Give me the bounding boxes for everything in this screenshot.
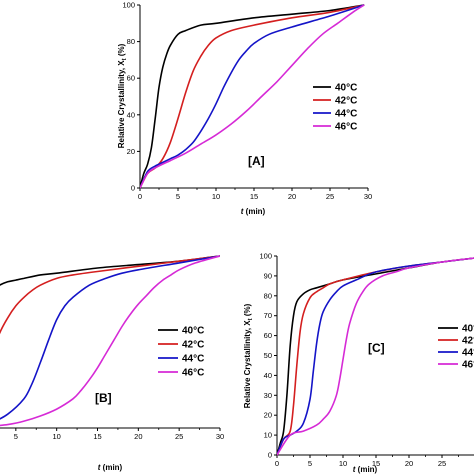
panel-a-y-tick-label: 0: [131, 184, 135, 193]
panel-c-y-tick-label: 40: [264, 371, 272, 380]
panel-b-x-axis-label: t (min): [98, 463, 123, 472]
panel-c: 0 5 10 15 20 25 0 10 20 30 40 50 60 70 80 90 100 40°C42°C…: [243, 252, 474, 474]
panel-a-series-line-44c: [140, 4, 365, 189]
panel-c-y-tick-label: 60: [264, 331, 272, 340]
panel-a-series-line-46c: [140, 4, 365, 189]
panel-c-x-tick-label: 10: [339, 459, 347, 468]
panel-c-y-tick-label: 10: [264, 431, 272, 440]
panel-a-y-tick-label: 100: [122, 1, 135, 10]
panel-c-x-tick-label: 0: [275, 459, 279, 468]
panel-c-series-line-42c: [277, 257, 474, 456]
panel-c-legend-label: 42°C: [462, 336, 474, 347]
panel-a-y-tick-label: 80: [127, 37, 135, 46]
panel-c-label: [C]: [368, 341, 385, 355]
panel-a-x-tick-label: 20: [288, 192, 296, 201]
panel-c-y-tick-label: 100: [259, 252, 272, 261]
panel-a-y-axis-label: Relative Crystallinity, Xt (%): [117, 43, 128, 148]
panel-c-series-line-46c: [277, 257, 474, 456]
panel-b-x-tick-label: 25: [175, 432, 183, 441]
panel-a-series-line-40c: [140, 4, 365, 189]
panel-a-legend-label: 46°C: [335, 122, 357, 133]
panel-b-series-line-44c: [0, 255, 220, 420]
panel-b-plot-area: 5 10 15 20 25 30 40°C 42°C 44°C 46°C: [0, 255, 224, 441]
panel-c-y-tick-label: 70: [264, 311, 272, 320]
panel-b-x-tick-label: 20: [134, 432, 142, 441]
panel-c-x-axis-label: t (min): [353, 465, 378, 474]
panel-c-y-axis-label: Relative Crystallinity, Xt (%): [243, 303, 254, 408]
panel-c-series-line-40c: [277, 257, 474, 456]
panel-c-x-tick-label: 5: [308, 459, 312, 468]
panel-b-series-line-40c: [0, 255, 220, 286]
panel-b-x-tick-label: 5: [14, 432, 18, 441]
panel-a-legend-label: 40°C: [335, 83, 357, 94]
panel-a-legend-label: 42°C: [335, 96, 357, 107]
panel-b-x-tick-label: 30: [216, 432, 224, 441]
panel-a-x-tick-label: 30: [364, 192, 372, 201]
panel-c-x-tick-label: 25: [438, 459, 446, 468]
panel-a-legend-label: 44°C: [335, 109, 357, 120]
panel-a-x-axis-label: t (min): [241, 207, 266, 216]
panel-c-y-tick-label: 90: [264, 271, 272, 280]
panel-c-legend-label: 40°C: [462, 324, 474, 335]
panel-a-label: [A]: [248, 154, 265, 168]
panel-b-legend-label: 44°C: [182, 354, 204, 365]
panel-b-legend-label: 40°C: [182, 326, 204, 337]
panel-b-series-line-46c: [0, 255, 220, 427]
panel-b: 5 10 15 20 25 30 40°C 42°C 44°C 46°C [B] t (min): [0, 255, 224, 472]
panel-c-y-tick-label: 80: [264, 291, 272, 300]
panel-c-series-group: [277, 257, 474, 456]
panel-b-x-tick-label: 10: [52, 432, 60, 441]
panel-a-x-tick-label: 0: [138, 192, 142, 201]
panel-c-legend-label: 46°C: [462, 360, 474, 371]
panel-a-plot-area: 0 5 10 15 20 25 30 0 20 40 60 80 100 40°C 42°C 44°C 46°C: [122, 1, 372, 202]
panel-b-series-line-42c: [0, 255, 220, 335]
panel-a-x-tick-label: 25: [326, 192, 334, 201]
panel-c-x-tick-label: 15: [372, 459, 380, 468]
panel-b-legend-label: 42°C: [182, 340, 204, 351]
panel-a-y-tick-label: 20: [127, 147, 135, 156]
panel-a-x-tick-label: 5: [176, 192, 180, 201]
panel-a: 0 5 10 15 20 25 30 0 20 40 60 80 100 40°C 42°C 44°C 46°C…: [117, 1, 372, 217]
panel-a-x-tick-label: 10: [212, 192, 220, 201]
panel-c-series-line-44c: [277, 257, 474, 456]
panel-c-x-tick-label: 20: [405, 459, 413, 468]
panel-b-x-tick-label: 15: [93, 432, 101, 441]
panel-c-y-tick-label: 0: [268, 451, 272, 460]
panel-c-y-tick-label: 20: [264, 411, 272, 420]
panel-c-legend-label: 44°C: [462, 348, 474, 359]
panel-c-y-tick-label: 30: [264, 391, 272, 400]
panel-a-x-tick-label: 15: [250, 192, 258, 201]
panel-c-y-tick-label: 50: [264, 351, 272, 360]
panel-b-series-group: [0, 255, 220, 427]
panel-a-y-tick-label: 60: [127, 74, 135, 83]
panel-a-y-tick-label: 40: [127, 110, 135, 119]
panel-c-plot-area: 0 5 10 15 20 25 0 10 20 30 40 50 60 70 80 90 100 40°C42°C…: [259, 252, 474, 468]
panel-b-label: [B]: [95, 391, 112, 405]
panel-b-legend-label: 46°C: [182, 368, 204, 379]
panel-a-series-group: [140, 4, 365, 189]
